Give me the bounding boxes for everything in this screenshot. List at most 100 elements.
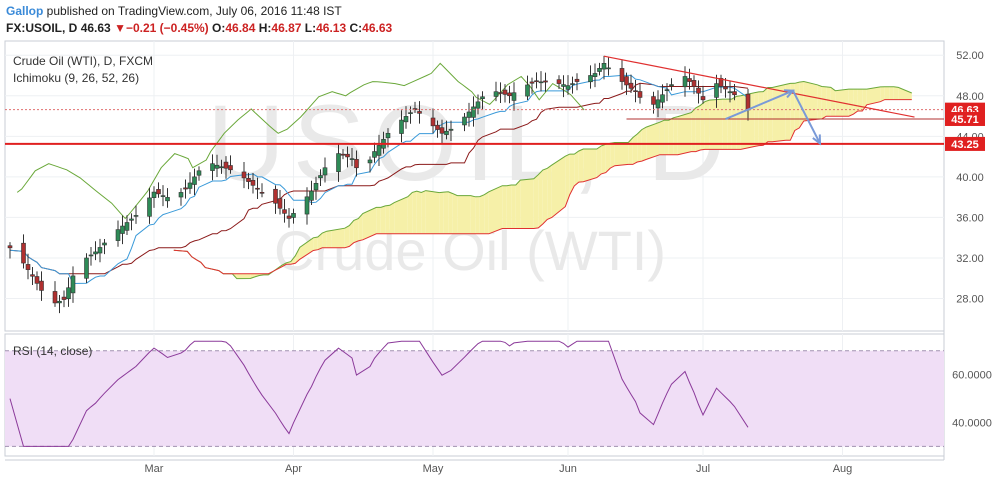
- cloud-segment: [385, 205, 390, 234]
- cloud-segment: [389, 202, 395, 234]
- candle-down: [255, 187, 260, 190]
- candle-down: [556, 79, 562, 84]
- cloud-segment: [533, 174, 539, 229]
- cloud-segment: [236, 273, 251, 279]
- cloud-segment: [826, 86, 831, 117]
- symbol-label[interactable]: FX:USOIL, D: [6, 21, 78, 35]
- candle-up: [606, 67, 611, 70]
- candle-down: [718, 78, 724, 87]
- last-price: 46.63: [80, 21, 111, 35]
- candle-down: [277, 198, 283, 209]
- candle-up: [714, 83, 719, 98]
- candle-up: [592, 73, 598, 77]
- cloud-segment: [344, 225, 350, 248]
- cloud-segment: [767, 87, 773, 142]
- candle-down: [273, 188, 278, 204]
- candle-down: [246, 178, 251, 182]
- candle-up: [291, 213, 296, 218]
- candle-up: [588, 75, 593, 83]
- cloud-segment: [416, 191, 422, 234]
- candle-down: [628, 82, 634, 89]
- cloud-segment: [790, 83, 795, 141]
- candle-up: [471, 106, 476, 118]
- candle-up: [304, 196, 310, 215]
- candle-up: [192, 176, 197, 185]
- cloud-segment: [488, 185, 503, 234]
- price-tick-label: 36.00: [956, 212, 984, 224]
- cloud-segment: [551, 156, 566, 218]
- cloud-segment: [349, 220, 354, 247]
- candle-down: [439, 127, 445, 134]
- author-link[interactable]: Gallop: [6, 4, 44, 18]
- cloud-segment: [889, 86, 894, 100]
- candle-down: [624, 76, 629, 86]
- candle-down: [745, 93, 751, 111]
- cloud-segment: [799, 81, 804, 128]
- cloud-segment: [362, 207, 377, 240]
- candle-up: [120, 225, 125, 234]
- cloud-segment: [803, 81, 818, 121]
- candle-down: [228, 165, 233, 171]
- candle-up: [493, 91, 499, 97]
- chikou-line: [16, 62, 585, 220]
- cloud-segment: [740, 92, 755, 150]
- candle-up: [597, 68, 602, 72]
- cloud-segment: [709, 99, 723, 150]
- cloud-segment: [893, 86, 899, 100]
- cloud-segment: [394, 196, 408, 234]
- cloud-segment: [664, 120, 669, 155]
- candle-up: [660, 94, 665, 103]
- candle-up: [336, 153, 341, 172]
- cloud-segment: [848, 89, 854, 117]
- cloud-segment: [668, 117, 674, 155]
- cloud-segment: [470, 195, 476, 234]
- close-label: C:: [349, 21, 363, 35]
- candle-up: [84, 257, 89, 279]
- cloud-segment: [596, 145, 602, 178]
- candle-up: [147, 197, 152, 217]
- close-value: 46.63: [362, 21, 393, 35]
- price-change: −0.21 (−0.45%): [125, 21, 209, 35]
- cloud-segment: [358, 213, 363, 241]
- candle-down: [61, 296, 67, 300]
- candle-up: [669, 84, 674, 87]
- cloud-segment: [407, 192, 413, 234]
- candle-down: [691, 80, 697, 87]
- candle-up: [88, 254, 94, 257]
- cloud-segment: [515, 180, 521, 229]
- candle-down: [687, 78, 692, 82]
- cloud-segment: [574, 150, 579, 186]
- cloud-segment: [727, 99, 732, 150]
- cloud-segment: [412, 191, 417, 234]
- candle-up: [66, 287, 71, 300]
- candle-up: [151, 191, 157, 198]
- cloud-segment: [632, 133, 638, 165]
- cloud-segment: [479, 194, 485, 234]
- candle-up: [349, 158, 355, 160]
- candle-up: [448, 128, 454, 131]
- cloud-segment: [857, 89, 863, 111]
- candle-up: [525, 84, 530, 97]
- candle-up: [367, 159, 373, 164]
- candle-up: [403, 116, 409, 123]
- candle-up: [466, 111, 472, 118]
- candle-up: [399, 119, 404, 134]
- candle-down: [282, 209, 287, 214]
- candle-down: [7, 245, 13, 249]
- cloud-segment: [583, 148, 597, 182]
- cloud-segment: [691, 107, 696, 152]
- time-tick-label: Aug: [833, 463, 853, 475]
- candle-down: [34, 276, 40, 284]
- candle-up: [570, 83, 575, 85]
- candle-down: [417, 111, 422, 114]
- cloud-segment: [601, 144, 606, 174]
- cloud-segment: [731, 96, 737, 150]
- candle-up: [318, 175, 323, 179]
- cloud-segment: [898, 87, 912, 100]
- candle-down: [700, 96, 706, 101]
- cloud-segment: [821, 86, 827, 119]
- cloud-segment: [331, 228, 345, 248]
- cloud-segment: [659, 120, 665, 155]
- senkou-span-b-line: [173, 99, 912, 275]
